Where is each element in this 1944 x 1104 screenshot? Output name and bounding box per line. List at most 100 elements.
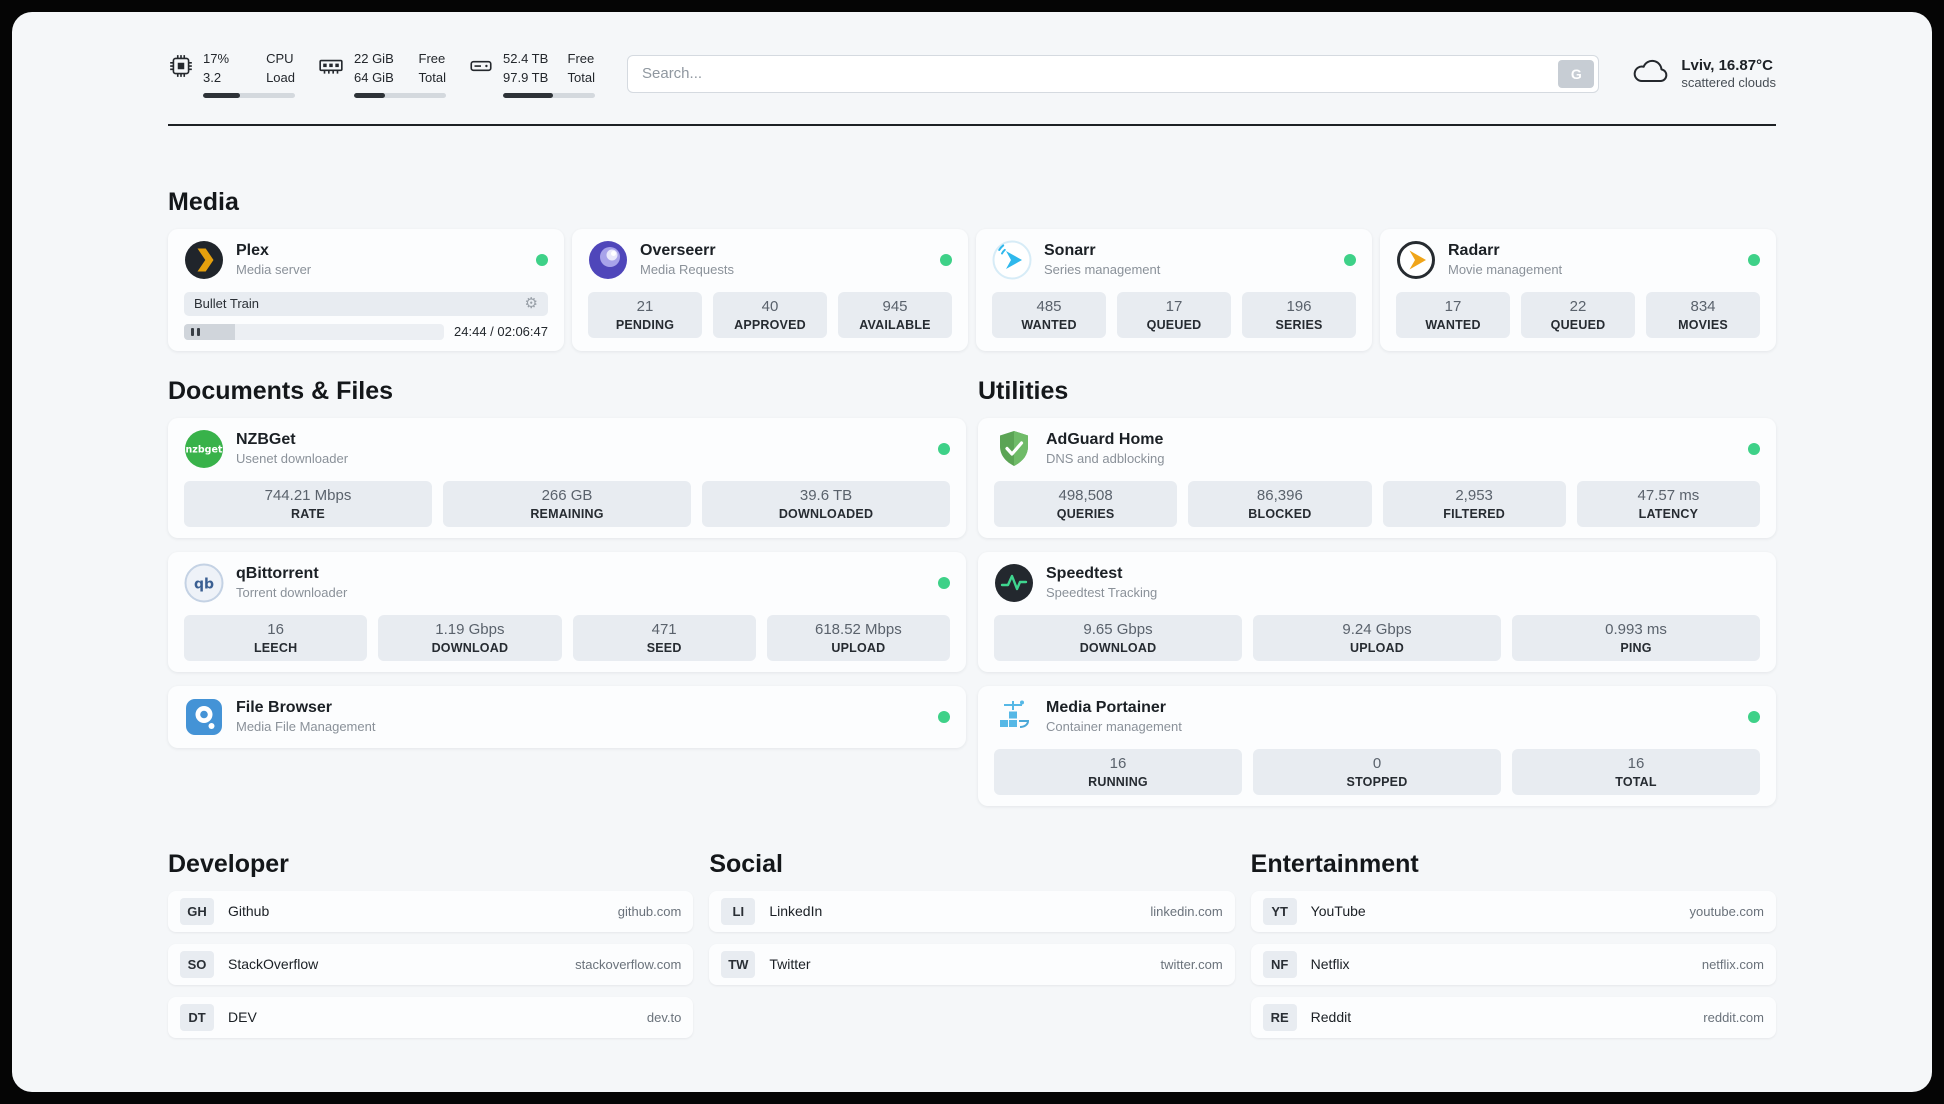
stat-value: 9.24 Gbps [1342, 620, 1412, 638]
stat-value: 39.6 TB [799, 486, 853, 504]
app-name: Media Portainer [1046, 699, 1167, 717]
stat-value: 471 [651, 620, 677, 638]
status-online-dot [536, 253, 548, 266]
bookmark-netflix[interactable]: NF Netflix netflix.com [1250, 943, 1776, 985]
bookmark-dev[interactable]: DT DEV dev.to [168, 996, 694, 1038]
stat-value: 21 [636, 297, 654, 315]
search-input[interactable] [627, 54, 1600, 93]
status-online-dot [940, 253, 952, 266]
stat-value: 618.52 Mbps [815, 620, 902, 638]
stat-label: DOWNLOADED [778, 506, 874, 521]
overseerr-icon [588, 240, 628, 280]
bookmark-linkedin[interactable]: LI LinkedIn linkedin.com [709, 890, 1235, 932]
section-title-media: Media [168, 187, 239, 216]
stat-value: 22 [1569, 297, 1587, 315]
stat-upload: 9.24 Gbps UPLOAD [1253, 614, 1501, 661]
stat-label: SEED [646, 640, 682, 655]
bookmark-youtube[interactable]: YT YouTube youtube.com [1250, 890, 1776, 932]
stat-label: LEECH [253, 640, 298, 655]
app-card-adguard[interactable]: AdGuard Home DNS and adblocking 498,508 … [978, 417, 1776, 538]
app-card-filebrowser[interactable]: File Browser Media File Management [168, 685, 966, 748]
app-card-qbittorrent[interactable]: qb qBittorrent Torrent downloader [168, 551, 966, 672]
status-online-dot [1748, 710, 1760, 723]
sonarr-icon [992, 240, 1032, 280]
bookmark-name: DEV [228, 1009, 257, 1026]
bookmark-github[interactable]: GH Github github.com [168, 890, 694, 932]
bookmark-abbr: YT [1262, 897, 1297, 925]
app-subtitle: Usenet downloader [236, 451, 349, 467]
stat-label: DOWNLOAD [431, 640, 509, 655]
bookmark-group-title: Social [709, 849, 783, 878]
memory-progress-fill [354, 92, 386, 98]
stat-queued: 17 QUEUED [1117, 291, 1231, 338]
stat-download: 1.19 Gbps DOWNLOAD [378, 614, 562, 661]
system-metrics: 17% 3.2 CPU Load [168, 50, 595, 98]
stat-label: WANTED [1425, 317, 1481, 332]
stat-movies: 834 MOVIES [1646, 291, 1760, 338]
bookmark-reddit[interactable]: RE Reddit reddit.com [1250, 996, 1776, 1038]
bookmark-group-entertainment: Entertainment YT YouTube youtube.com NF … [1250, 850, 1776, 1038]
stat-label: FILTERED [1443, 506, 1506, 521]
app-card-radarr[interactable]: Radarr Movie management 17 WANTED 22 QUE… [1380, 228, 1776, 351]
bookmark-abbr: DT [180, 1003, 214, 1031]
status-online-dot [938, 710, 950, 723]
disk-free-value: 52.4 TB [503, 51, 549, 66]
stat-value: 266 GB [541, 486, 593, 504]
pause-icon[interactable] [191, 327, 200, 336]
search-provider-button[interactable]: G [1558, 59, 1595, 88]
bookmark-abbr: TW [721, 950, 756, 978]
app-name: Radarr [1448, 242, 1500, 260]
stat-stopped: 0 STOPPED [1253, 748, 1501, 795]
stat-seed: 471 SEED [572, 614, 756, 661]
bookmark-twitter[interactable]: TW Twitter twitter.com [709, 943, 1235, 985]
stat-label: LATENCY [1638, 506, 1699, 521]
playback-time: 24:44 / 02:06:47 [454, 324, 548, 340]
bookmark-url: youtube.com [1689, 903, 1764, 919]
app-card-portainer[interactable]: Media Portainer Container management 16 … [978, 685, 1776, 806]
plex-icon [184, 240, 224, 280]
stat-label: BLOCKED [1248, 506, 1312, 521]
stat-available: 945 AVAILABLE [838, 291, 952, 338]
cpu-label: CPU [266, 51, 294, 66]
gear-icon[interactable]: ⚙ [524, 295, 538, 313]
app-subtitle: Media File Management [236, 719, 376, 735]
stat-running: 16 RUNNING [994, 748, 1242, 795]
disk-progress-fill [503, 92, 553, 98]
stat-label: UPLOAD [831, 640, 886, 655]
app-card-sonarr[interactable]: Sonarr Series management 485 WANTED 17 Q… [976, 228, 1372, 351]
stat-label: APPROVED [734, 317, 806, 332]
stat-value: 834 [1690, 297, 1716, 315]
bookmark-abbr: SO [180, 950, 214, 978]
stat-value: 16 [267, 620, 284, 638]
stat-value: 17 [1165, 297, 1183, 315]
stat-label: DOWNLOAD [1079, 640, 1157, 655]
app-name: AdGuard Home [1046, 431, 1164, 449]
app-name: Overseerr [640, 242, 716, 260]
disk-free-label: Free [567, 51, 595, 66]
cpu-icon [168, 53, 194, 84]
disk-total-label: Total [567, 69, 595, 85]
app-subtitle: Series management [1044, 262, 1161, 278]
bookmark-group-title: Developer [168, 849, 289, 878]
app-card-speedtest[interactable]: Speedtest Speedtest Tracking 9.65 Gbps D… [978, 551, 1776, 672]
svg-text:nzbget: nzbget [186, 444, 223, 455]
app-card-nzbget[interactable]: nzbget NZBGet Usenet downloader 74 [168, 417, 966, 538]
stat-pending: 21 PENDING [588, 291, 702, 338]
bookmark-name: YouTube [1310, 903, 1366, 920]
app-name: Speedtest [1046, 565, 1123, 583]
app-card-overseerr[interactable]: Overseerr Media Requests 21 PENDING 40 A… [572, 228, 968, 351]
weather-widget: Lviv, 16.87°C scattered clouds [1631, 56, 1776, 91]
status-online-dot [1748, 442, 1760, 455]
stat-value: 945 [882, 297, 908, 315]
svg-text:qb: qb [194, 576, 214, 592]
app-card-plex[interactable]: Plex Media server Bullet Train ⚙ 24:44 /… [168, 228, 564, 351]
bookmark-stackoverflow[interactable]: SO StackOverflow stackoverflow.com [168, 943, 694, 985]
bookmark-name: Netflix [1310, 956, 1350, 973]
stat-label: RATE [291, 506, 325, 521]
stat-label: STOPPED [1346, 774, 1408, 789]
weather-location: Lviv, 16.87°C [1681, 57, 1773, 75]
memory-free-label: Free [418, 51, 446, 66]
now-playing-bar: Bullet Train ⚙ [184, 291, 548, 316]
bookmark-url: github.com [617, 903, 682, 919]
app-subtitle: Media server [236, 262, 312, 278]
